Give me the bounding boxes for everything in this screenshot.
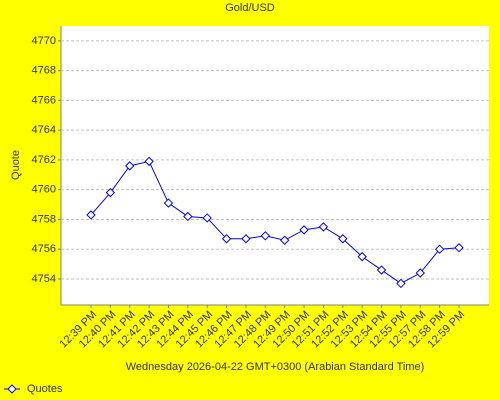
data-point — [434, 244, 445, 254]
data-point — [163, 198, 174, 208]
data-point — [86, 210, 96, 220]
data-point — [299, 225, 309, 235]
series-line — [90, 160, 460, 285]
data-point — [125, 161, 135, 171]
y-axis-label: Quote — [10, 150, 22, 180]
y-tick-label: 4760 — [32, 184, 56, 196]
data-point — [260, 231, 271, 241]
y-tick-label: 4758 — [32, 213, 56, 225]
y-tick-label: 4768 — [32, 65, 56, 77]
chart-title: Gold/USD — [225, 2, 275, 14]
data-point — [241, 234, 251, 244]
legend-marker — [7, 384, 17, 394]
legend-label: Quotes — [27, 383, 63, 395]
data-point — [279, 235, 290, 245]
data-point — [415, 268, 425, 278]
data-point — [183, 211, 193, 222]
y-tick-label: 4756 — [32, 243, 56, 255]
data-point — [357, 251, 367, 262]
data-point — [338, 234, 348, 244]
data-point — [396, 278, 406, 289]
data-point — [376, 265, 387, 275]
y-tick-label: 4766 — [32, 94, 56, 106]
data-point — [144, 156, 154, 167]
y-tick-label: 4770 — [32, 35, 56, 47]
plot-area — [61, 26, 489, 305]
data-point — [221, 234, 232, 244]
data-point — [318, 222, 329, 232]
data-point — [202, 213, 212, 223]
y-tick-label: 4764 — [32, 124, 56, 136]
x-axis-label: Wednesday 2026-04-22 GMT+0300 (Arabian S… — [126, 361, 425, 373]
y-tick-label: 4762 — [32, 154, 56, 166]
data-point — [454, 243, 464, 253]
y-tick-label: 4754 — [32, 273, 56, 285]
data-point — [105, 187, 116, 198]
